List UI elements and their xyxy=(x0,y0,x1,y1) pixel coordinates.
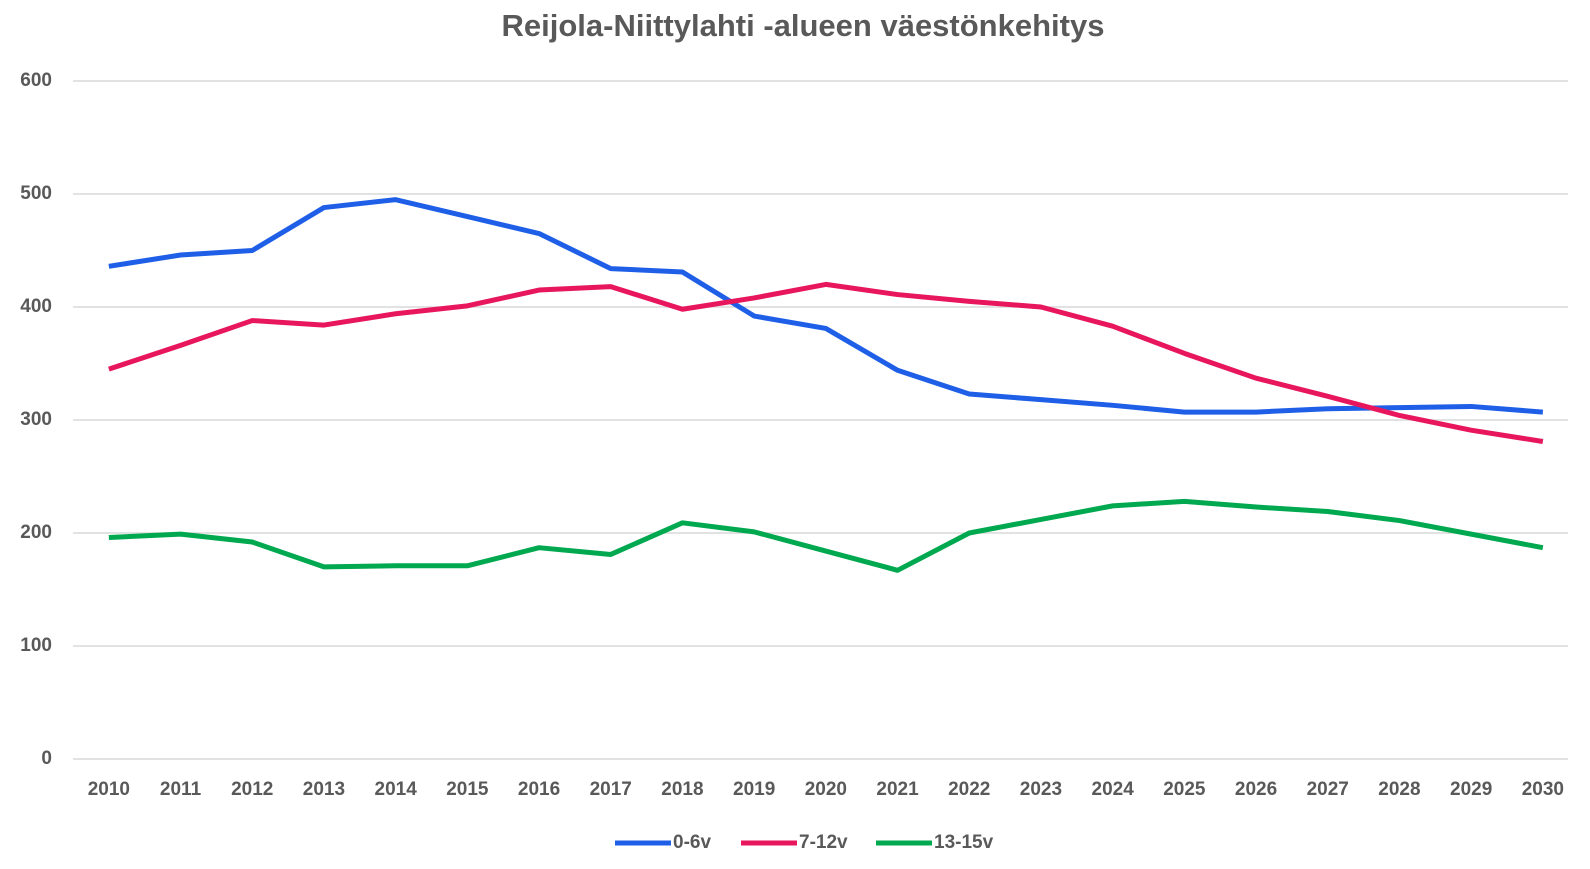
x-tick-label: 2029 xyxy=(1450,779,1492,800)
x-tick-label: 2019 xyxy=(733,779,775,800)
x-tick-label: 2011 xyxy=(160,779,202,800)
legend-label: 7-12v xyxy=(799,832,848,853)
y-tick-label: 500 xyxy=(20,183,52,204)
x-tick-label: 2010 xyxy=(88,779,130,800)
y-tick-label: 600 xyxy=(20,70,52,91)
y-tick-label: 100 xyxy=(20,635,52,656)
x-tick-label: 2028 xyxy=(1378,779,1420,800)
x-tick-label: 2018 xyxy=(661,779,703,800)
x-tick-label: 2016 xyxy=(518,779,560,800)
x-tick-label: 2012 xyxy=(231,779,273,800)
legend-label: 13-15v xyxy=(934,832,994,853)
series-line xyxy=(108,281,1544,444)
x-tick-label: 2020 xyxy=(805,779,847,800)
x-tick-label: 2015 xyxy=(446,779,489,800)
series-line xyxy=(108,498,1544,573)
x-tick-label: 2014 xyxy=(375,779,418,800)
legend-label: 0-6v xyxy=(673,832,711,853)
series-line xyxy=(108,197,1544,415)
x-tick-label: 2013 xyxy=(303,779,345,800)
x-tick-label: 2024 xyxy=(1092,779,1135,800)
y-tick-label: 300 xyxy=(20,409,52,430)
x-tick-label: 2023 xyxy=(1020,779,1062,800)
y-tick-label: 0 xyxy=(41,748,52,769)
x-tick-label: 2026 xyxy=(1235,779,1277,800)
x-tick-label: 2030 xyxy=(1522,779,1564,800)
y-tick-label: 400 xyxy=(20,296,52,317)
x-tick-label: 2017 xyxy=(590,779,632,800)
x-tick-label: 2022 xyxy=(948,779,990,800)
x-tick-label: 2021 xyxy=(876,779,919,800)
x-tick-label: 2025 xyxy=(1163,779,1206,800)
y-tick-label: 200 xyxy=(20,522,52,543)
x-tick-label: 2027 xyxy=(1307,779,1349,800)
chart-title: Reijola-Niittylahti -alueen väestönkehit… xyxy=(502,8,1105,43)
